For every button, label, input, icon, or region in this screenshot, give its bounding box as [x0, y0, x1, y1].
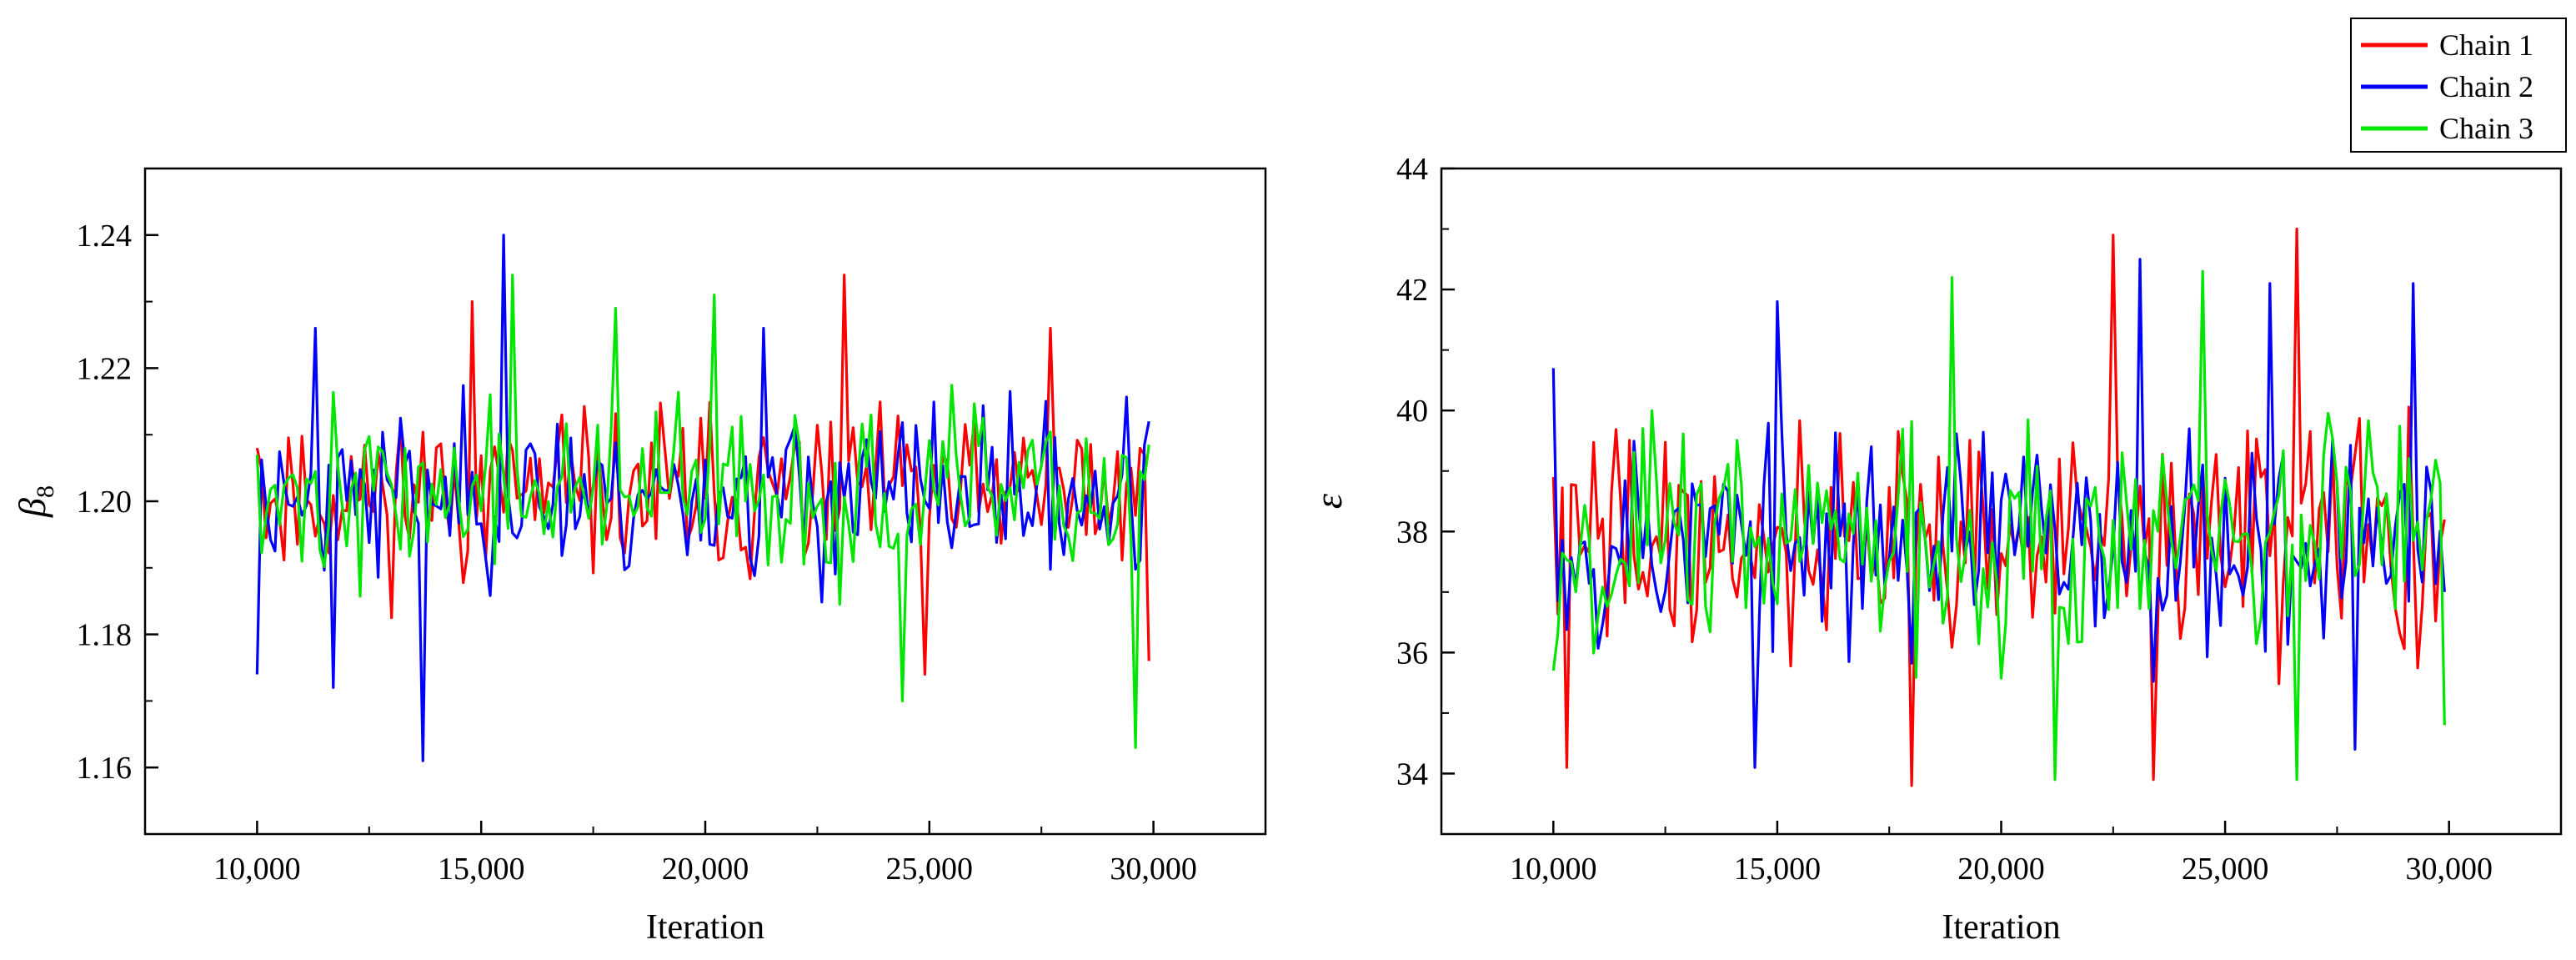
x-tick-label: 10,000 — [1510, 852, 1597, 887]
y-tick-label: 34 — [1396, 756, 1428, 792]
panel-beta8-trace: 1.16 1.18 1.20 1.22 1.24 10,000 15,000 20,000 25… — [11, 167, 1267, 947]
series-line-chain-1 — [255, 274, 1150, 676]
x-tick-label: 20,000 — [662, 852, 749, 887]
legend-label-chain-2: Chain 2 — [2439, 70, 2533, 103]
y-tick-label: 40 — [1396, 394, 1428, 429]
panel-epsilon-trace: 34 36 38 40 42 44 10,000 15,000 20,000 25,000 30,0… — [1307, 152, 2563, 947]
y-tick-label: 44 — [1396, 152, 1428, 187]
series-line-chain-3 — [255, 274, 1150, 749]
y-axis-symbol: ε — [1307, 493, 1350, 509]
x-tick-label: 30,000 — [1110, 852, 1197, 887]
y-tick-label: 38 — [1396, 515, 1428, 550]
y-tick-label: 42 — [1396, 273, 1428, 308]
y-tick-label: 1.18 — [77, 618, 133, 653]
y-axis-subscript: 8 — [32, 485, 59, 498]
series-line-chain-3 — [1551, 269, 2446, 782]
x-tick-label: 10,000 — [213, 852, 301, 887]
y-axis-title: β8 — [11, 485, 59, 518]
x-tick-label: 15,000 — [1734, 852, 1822, 887]
x-tick-label: 25,000 — [886, 852, 974, 887]
series-group — [255, 234, 1150, 762]
y-tick-label: 1.16 — [77, 751, 133, 786]
y-tick-label: 36 — [1396, 636, 1428, 671]
y-tick-label: 1.24 — [77, 219, 133, 254]
y-tick-label: 1.20 — [77, 485, 133, 520]
legend-label-chain-1: Chain 1 — [2439, 28, 2533, 62]
x-tick-label: 20,000 — [1957, 852, 2045, 887]
y-tick-label: 1.22 — [77, 351, 133, 386]
x-tick-label: 25,000 — [2182, 852, 2269, 887]
x-tick-label: 15,000 — [438, 852, 525, 887]
series-line-chain-1 — [1551, 227, 2446, 787]
series-group — [1551, 227, 2446, 787]
legend: Chain 1 Chain 2 Chain 3 — [2350, 18, 2567, 153]
y-axis-title: ε — [1307, 493, 1350, 509]
x-tick-label: 30,000 — [2405, 852, 2493, 887]
x-axis-title: Iteration — [646, 908, 764, 947]
legend-label-chain-3: Chain 3 — [2439, 112, 2533, 145]
y-axis-symbol: β — [11, 498, 53, 518]
x-axis-title: Iteration — [1942, 908, 2060, 947]
